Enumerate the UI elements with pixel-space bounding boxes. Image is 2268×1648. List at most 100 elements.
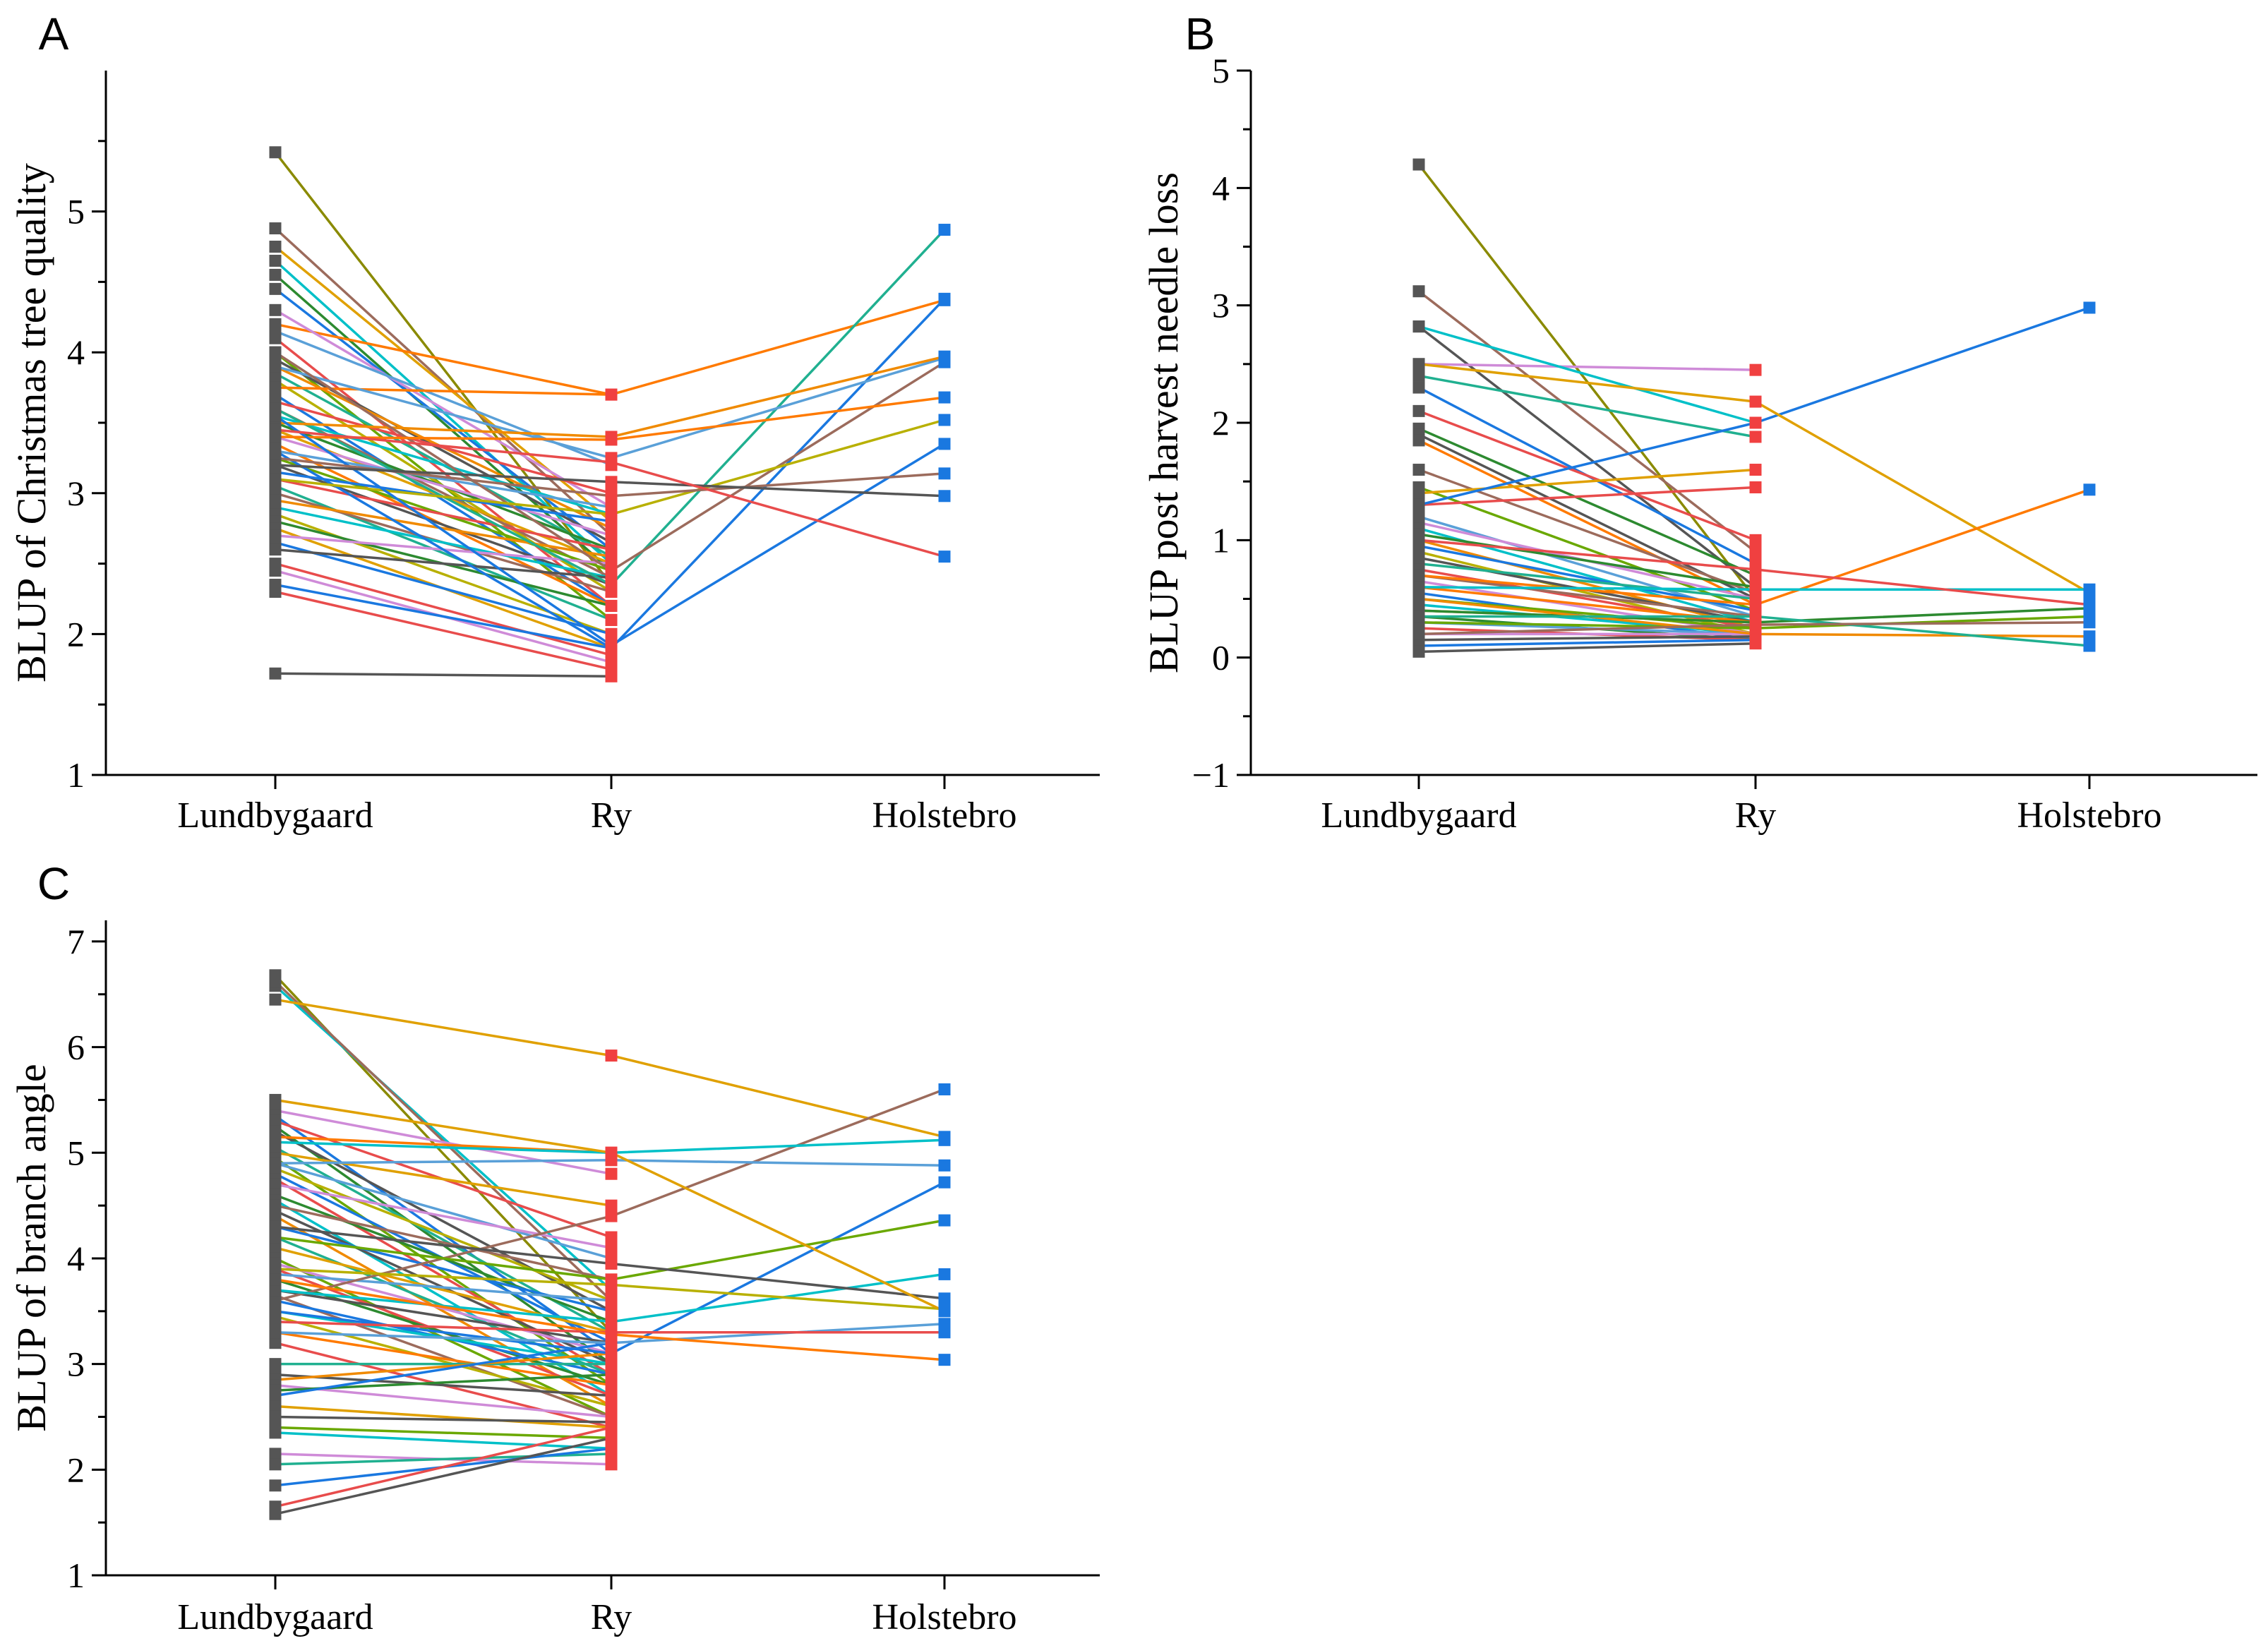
panel-a-series-line [275,672,612,678]
panel-c-series-line [275,1352,612,1381]
panel-c-series-line [275,1246,612,1334]
panel-c-marker [605,1241,618,1254]
panel-a-marker [269,667,282,680]
panel-b-marker [1412,158,1425,171]
panel-c-series-line [274,985,613,1292]
panel-a-marker [605,456,618,469]
panel-b-marker [1749,395,1762,408]
panel-b-marker [2083,639,2096,652]
panel-b-y-tick-label: 3 [1212,286,1230,325]
panel-b-marker [1749,599,1762,611]
panel-c-letter: C [37,858,70,909]
panel-b-series-line [1418,374,1756,438]
panel-c-marker [605,1358,618,1371]
panel-c-marker [605,1257,618,1270]
panel-a-marker [269,360,282,373]
panel-c-marker [269,1273,282,1286]
panel-c-marker [269,1426,282,1439]
panel-c-marker [605,1379,618,1392]
panel-c-x-tick-label: Holstebro [872,1597,1016,1637]
panel-a-marker [269,423,282,436]
panel-a-marker [269,346,282,359]
panel-b-y-tick-label: 4 [1212,168,1230,207]
panel-a-series-line [275,450,612,509]
panel-b-marker [1412,487,1425,500]
panel-c-marker [269,1093,282,1106]
panel-b-marker [2083,583,2096,596]
panel-a-series-line [275,499,612,558]
panel-a-marker [269,459,282,471]
panel-b-series-line [1418,533,1756,589]
panel-c-y-axis-title: BLUP of branch angle [8,1064,54,1431]
panel-c-marker [269,1210,282,1222]
panel-c-series-line [275,1405,612,1429]
panel-a-marker [605,627,618,640]
panel-b-marker [2083,301,2096,314]
panel-c-marker [605,1347,618,1360]
panel-a-y-tick-label: 3 [67,474,85,513]
panel-c-marker [269,1337,282,1349]
panel-c-marker [269,1400,282,1413]
panel-a-marker [269,543,282,556]
panel-b-marker [1412,593,1425,605]
panel-b-marker [1749,431,1762,443]
panel-b-y-tick-label: 1 [1212,520,1230,560]
panel-c-marker [269,1263,282,1275]
panel-b-letter: B [1185,8,1216,59]
panel-c-series-line [275,1294,612,1419]
panel-a-marker [938,391,951,404]
panel-b-marker [1412,645,1425,658]
panel-c-marker [269,1316,282,1328]
panel-a-marker [269,268,282,281]
panel-a-marker [269,146,282,159]
panel-c-marker [605,1421,618,1433]
panel-b-marker [1749,637,1762,650]
panel-b-y-tick-label: 5 [1212,51,1230,90]
panel-b-series-line [1418,634,1756,642]
panel-c-series-line [275,1130,612,1313]
panel-c-series-line [275,1436,612,1515]
panel-b-marker [1412,369,1425,382]
panel-c-marker [269,1326,282,1339]
panel-a-marker [938,414,951,426]
panel-a-marker [938,490,951,503]
panel-b-series-line [1418,409,1756,541]
panel-b-marker [1412,464,1425,476]
panel-a-letter: A [39,8,69,59]
panel-a-marker [269,254,282,267]
panel-b-series-line [1418,642,1756,654]
panel-b-marker [1749,416,1762,429]
panel-c-y-tick-label: 1 [67,1556,85,1595]
panel-c-series-line [275,1109,612,1175]
panel-c-series-line [275,1431,612,1450]
panel-c-marker [605,1400,618,1413]
panel-a-marker [605,565,618,577]
panel-a-marker [938,438,951,450]
panel-b-marker [1749,363,1762,376]
panel-b-marker [1749,583,1762,596]
panel-b-marker [1749,481,1762,493]
panel-c-marker [605,1199,618,1212]
panel-a-series-line [274,288,613,551]
panel-c-marker [605,1294,618,1307]
panel-c-y-tick-label: 2 [67,1450,85,1489]
panel-c-series-line [275,1426,612,1440]
panel-c-marker [269,1305,282,1318]
panel-c-series-line [275,1183,612,1249]
panel-a-series-line [275,393,612,607]
panel-c-marker [269,1508,282,1520]
panel-a-marker [269,282,282,295]
panel-b-y-axis-title: BLUP post harvest needle loss [1141,172,1187,673]
panel-c-marker [605,1369,618,1381]
panel-b-series-line [1418,486,1756,507]
panel-b-marker [1412,581,1425,594]
panel-c-marker [605,1231,618,1244]
panel-a-series-line [275,308,612,509]
panel-c-marker [938,1159,951,1172]
panel-a-y-tick-label: 2 [67,614,85,654]
panel-c-marker [938,1214,951,1227]
panel-c-x-tick-label: Lundbygaard [177,1597,373,1637]
panel-c-marker [269,1294,282,1307]
panel-b-series-line [1418,574,1756,618]
panel-c-series-line [275,1162,612,1260]
